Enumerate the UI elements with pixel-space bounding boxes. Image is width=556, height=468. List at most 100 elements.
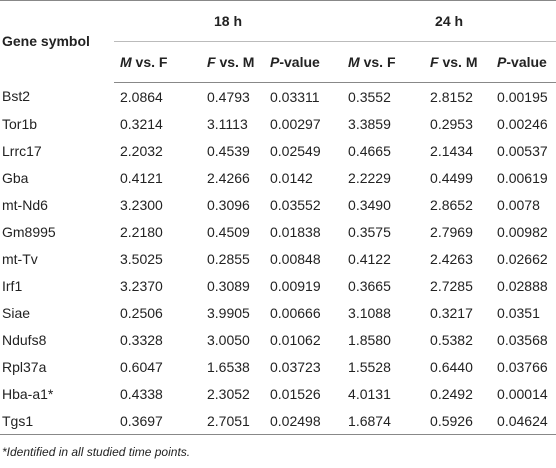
value-cell: 0.00619 <box>497 169 548 186</box>
value-cell: 3.1088 <box>348 304 391 321</box>
value-cell: 3.5025 <box>120 250 163 267</box>
gene-cell: Tor1b <box>2 115 38 132</box>
value-cell: 0.6440 <box>430 358 473 375</box>
group-header: 18 h <box>114 0 343 42</box>
value-cell: 0.3665 <box>348 277 391 294</box>
value-cell: 0.3214 <box>120 115 163 132</box>
subheader-row: M vs. F F vs. M P-value M vs. F F vs. M P-val… <box>0 41 556 83</box>
value-cell: 2.8152 <box>430 88 473 105</box>
table-row: mt-Nd6 3.2300 0.3096 0.03552 0.3490 2.8652 0.0… <box>0 191 556 218</box>
value-cell: 2.4263 <box>430 250 473 267</box>
value-cell: 1.6538 <box>207 358 250 375</box>
value-cell: 0.0351 <box>497 304 540 321</box>
value-cell: 0.03552 <box>270 196 321 213</box>
data-table: Gene symbol 18 h 24 h M vs. F F vs. M P-va… <box>0 0 556 435</box>
value-cell: 0.00666 <box>270 304 321 321</box>
column-header-text: M vs. F <box>120 54 168 70</box>
value-cell: 1.6874 <box>342 407 425 435</box>
value-cell: 0.02549 <box>270 142 321 159</box>
value-cell: 0.3552 <box>348 88 391 105</box>
value-cell: 3.2300 <box>120 196 163 213</box>
gene-cell: Hba-a1* <box>2 385 54 402</box>
value-cell: 0.03723 <box>270 358 321 375</box>
value-cell: 3.2370 <box>120 277 163 294</box>
value-cell: 0.00297 <box>270 115 321 132</box>
value-cell: 2.4266 <box>207 169 250 186</box>
value-cell: 0.3217 <box>430 304 473 321</box>
value-cell: 2.7285 <box>430 277 473 294</box>
value-cell: 0.00246 <box>497 115 548 132</box>
value-cell: 3.3859 <box>348 115 391 132</box>
value-cell: 0.03311 <box>270 88 320 105</box>
column-header-text: F vs. M <box>207 54 255 70</box>
value-cell: 3.9905 <box>207 304 250 321</box>
gene-cell: mt-Nd6 <box>2 196 48 213</box>
table-row: Ndufs8 0.3328 3.0050 0.01062 1.8580 0.5382 0.0… <box>0 326 556 353</box>
value-cell: 1.5528 <box>348 358 391 375</box>
value-cell: 0.03766 <box>497 358 548 375</box>
value-cell: 0.4665 <box>348 142 391 159</box>
table-row: Tor1b 0.3214 3.1113 0.00297 3.3859 0.2953 0.00… <box>0 110 556 137</box>
table-row: Bst2 2.0864 0.4793 0.03311 0.3552 2.8152 0.001… <box>0 83 556 111</box>
value-cell: 0.3089 <box>207 277 250 294</box>
gene-cell: Ndufs8 <box>2 331 47 348</box>
value-cell: 0.6047 <box>120 358 163 375</box>
value-cell: 0.00014 <box>497 385 548 402</box>
column-header: P-value <box>491 41 556 83</box>
column-header-text: F vs. M <box>430 54 478 70</box>
value-cell: 0.01062 <box>270 331 321 348</box>
value-cell: 2.0864 <box>120 88 163 105</box>
value-cell: 0.3490 <box>348 196 391 213</box>
value-cell: 2.3052 <box>207 385 250 402</box>
table-row: Hba-a1* 0.4338 2.3052 0.01526 4.0131 0.2492 0.… <box>0 380 556 407</box>
value-cell: 0.2953 <box>430 115 473 132</box>
value-cell: 0.3697 <box>114 407 201 435</box>
value-cell: 2.8652 <box>430 196 473 213</box>
value-cell: 3.0050 <box>207 331 250 348</box>
table-body: Bst2 2.0864 0.4793 0.03311 0.3552 2.8152 0.001… <box>0 83 556 435</box>
value-cell: 0.03568 <box>497 331 548 348</box>
value-cell: 0.2506 <box>120 304 163 321</box>
gene-cell: Gba <box>2 169 29 186</box>
column-header-text: P-value <box>270 54 320 70</box>
table-row: mt-Tv 3.5025 0.2855 0.00848 0.4122 2.4263 0.02… <box>0 245 556 272</box>
value-cell: 2.1434 <box>430 142 473 159</box>
table-row: Irf1 3.2370 0.3089 0.00919 0.3665 2.7285 0.028… <box>0 272 556 299</box>
value-cell: 0.3328 <box>120 331 163 348</box>
corner-header: Gene symbol <box>2 33 90 49</box>
value-cell: 0.01526 <box>270 385 321 402</box>
table-head: Gene symbol 18 h 24 h M vs. F F vs. M P-va… <box>0 0 556 83</box>
gene-cell: Tgs1 <box>0 407 114 435</box>
value-cell: 0.4499 <box>430 169 473 186</box>
column-header: M vs. F <box>114 41 201 83</box>
column-header-text: P-value <box>497 54 547 70</box>
value-cell: 0.02662 <box>497 250 548 267</box>
table-row: Rpl37a 0.6047 1.6538 0.03723 1.5528 0.6440 0.0… <box>0 353 556 380</box>
table-row: Gm8995 2.2180 0.4509 0.01838 0.3575 2.7969 0.0… <box>0 218 556 245</box>
group-header: 24 h <box>342 0 556 42</box>
value-cell: 0.02498 <box>264 407 343 435</box>
column-header: M vs. F <box>342 41 425 83</box>
value-cell: 0.02888 <box>497 277 548 294</box>
value-cell: 0.5926 <box>424 407 492 435</box>
value-cell: 0.3096 <box>207 196 250 213</box>
value-cell: 4.0131 <box>348 385 391 402</box>
gene-cell: Siae <box>2 304 31 321</box>
value-cell: 0.5382 <box>430 331 473 348</box>
value-cell: 0.04624 <box>491 407 556 435</box>
gene-cell: Rpl37a <box>2 358 47 375</box>
value-cell: 0.2855 <box>207 250 250 267</box>
value-cell: 0.01838 <box>270 223 321 240</box>
value-cell: 0.00919 <box>270 277 321 294</box>
table-row: Siae 0.2506 3.9905 0.00666 3.1088 0.3217 0.035… <box>0 299 556 326</box>
gene-cell: mt-Tv <box>2 250 38 267</box>
value-cell: 0.4122 <box>348 250 391 267</box>
gene-cell: Irf1 <box>2 277 23 294</box>
gene-cell: Bst2 <box>2 88 31 105</box>
value-cell: 0.2492 <box>430 385 473 402</box>
column-header: F vs. M <box>424 41 492 83</box>
value-cell: 2.7051 <box>201 407 264 435</box>
group-row: Gene symbol 18 h 24 h <box>0 0 556 49</box>
value-cell: 0.3575 <box>348 223 391 240</box>
